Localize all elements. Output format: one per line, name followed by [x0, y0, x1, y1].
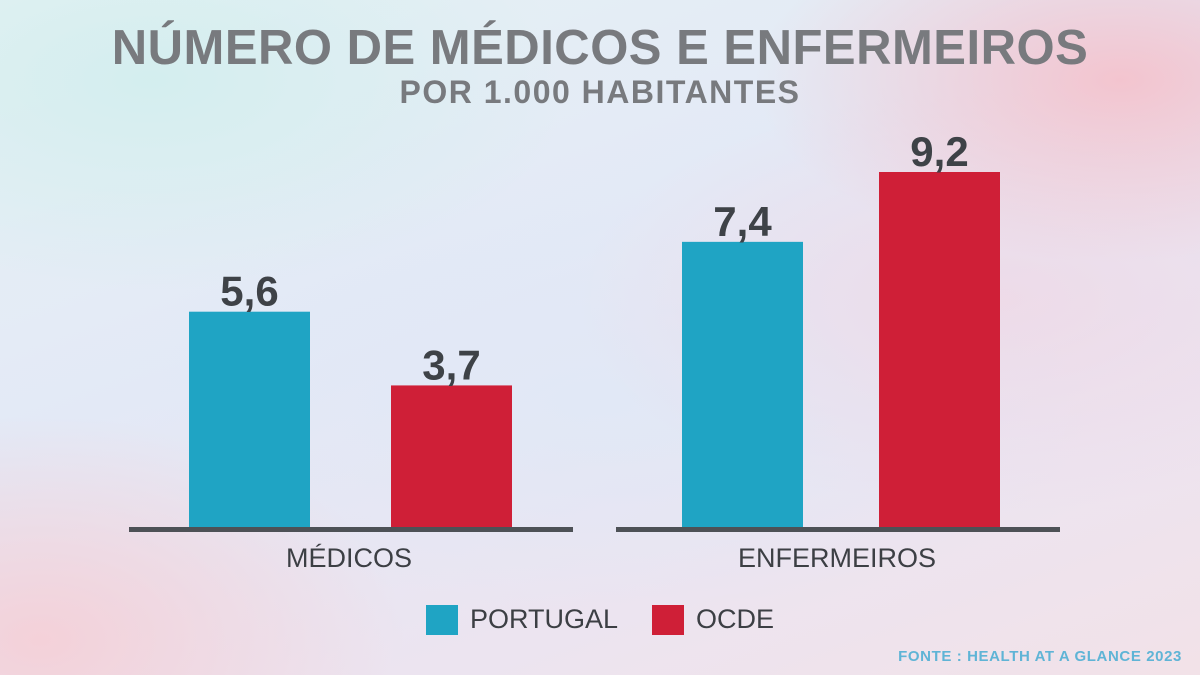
- chart-title: NÚMERO DE MÉDICOS E ENFERMEIROS: [111, 21, 1089, 75]
- data-label-portugal-enfermeiros: 7,4: [713, 198, 772, 245]
- axis-line-medicos: [129, 527, 573, 532]
- legend-swatch-portugal: [425, 604, 458, 635]
- category-label-enfermeiros: ENFERMEIROS: [738, 543, 936, 573]
- legend-label-portugal: PORTUGAL: [469, 604, 619, 634]
- data-label-ocde-enfermeiros: 9,2: [910, 128, 968, 175]
- legend-item-ocde: OCDE: [652, 604, 774, 635]
- legend-swatch-ocde: [652, 604, 685, 635]
- bar-ocde-medicos: [391, 385, 512, 529]
- legend-label-ocde: OCDE: [696, 604, 775, 634]
- data-label-portugal-medicos: 5,6: [220, 268, 278, 315]
- bar-ocde-enfermeiros: [879, 172, 1000, 529]
- source-note: FONTE : HEALTH AT A GLANCE 2023: [898, 648, 1182, 665]
- legend-item-portugal: PORTUGAL: [425, 604, 619, 635]
- category-label-medicos: MÉDICOS: [286, 543, 412, 573]
- chart-subtitle: POR 1.000 HABITANTES: [399, 74, 801, 110]
- bar-portugal-enfermeiros: [682, 241, 803, 529]
- data-label-ocde-medicos: 3,7: [422, 341, 480, 388]
- bar-portugal-medicos: [189, 311, 310, 529]
- legend: PORTUGAL OCDE: [0, 604, 1200, 635]
- axis-line-enfermeiros: [616, 527, 1060, 532]
